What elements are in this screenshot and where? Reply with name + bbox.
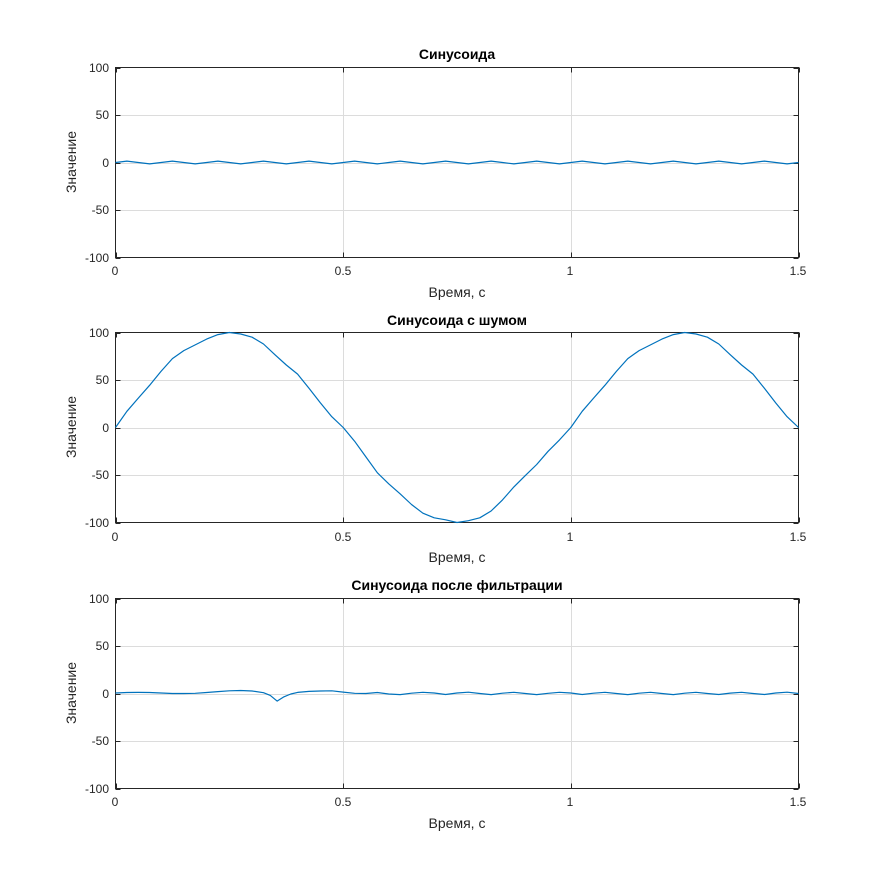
ytick-label: -100 — [85, 782, 109, 796]
ytick-label: 50 — [96, 108, 110, 122]
ytick-label: 0 — [102, 421, 109, 435]
ytick-label: -50 — [92, 203, 110, 217]
xtick-label: 0.5 — [335, 795, 352, 809]
subplot-1: Синусоида 100 50 0 -50 -100 0 0.5 1 1.5 … — [63, 46, 807, 300]
xtick-label: 0.5 — [335, 530, 352, 544]
ytick-label: -100 — [85, 251, 109, 265]
x-axis-label-1: Время, с — [429, 284, 486, 300]
series-line-1 — [115, 160, 799, 165]
chart-title-3: Синусоида после фильтрации — [351, 577, 562, 593]
xtick-label: 1 — [567, 530, 574, 544]
xtick-label: 0 — [112, 795, 119, 809]
xtick-label: 0 — [112, 264, 119, 278]
grid-2 — [115, 332, 800, 524]
ytick-label: 100 — [89, 61, 109, 75]
xtick-label: 1 — [567, 795, 574, 809]
chart-title-2: Синусоида с шумом — [387, 312, 527, 328]
series-line-2 — [115, 331, 799, 524]
ytick-label: -50 — [92, 734, 110, 748]
ytick-label: 0 — [102, 687, 109, 701]
xtick-label: 1 — [567, 264, 574, 278]
plot-area-2 — [115, 332, 799, 523]
ytick-label: 100 — [89, 592, 109, 606]
y-axis-label-1: Значение — [63, 131, 79, 193]
xtick-label: 1.5 — [790, 795, 807, 809]
y-axis-label-3: Значение — [63, 662, 79, 724]
xtick-label: 0 — [112, 530, 119, 544]
x-axis-label-3: Время, с — [429, 815, 486, 831]
xtick-label: 1.5 — [790, 530, 807, 544]
xtick-label: 0.5 — [335, 264, 352, 278]
subplot-3: Синусоида после фильтрации 100 50 0 -50 … — [63, 577, 807, 831]
subplot-2: Синусоида с шумом 100 50 0 -50 -100 0 0.… — [63, 312, 807, 565]
xtick-label: 1.5 — [790, 264, 807, 278]
ytick-label: 100 — [89, 326, 109, 340]
ytick-label: 50 — [96, 373, 110, 387]
ytick-label: -50 — [92, 468, 110, 482]
ytick-label: -100 — [85, 516, 109, 530]
series-line-3 — [115, 689, 799, 702]
ytick-label: 0 — [102, 156, 109, 170]
y-axis-label-2: Значение — [63, 396, 79, 458]
grid-3 — [115, 598, 800, 790]
chart-title-1: Синусоида — [419, 46, 495, 62]
x-axis-label-2: Время, с — [429, 549, 486, 565]
ytick-label: 50 — [96, 639, 110, 653]
